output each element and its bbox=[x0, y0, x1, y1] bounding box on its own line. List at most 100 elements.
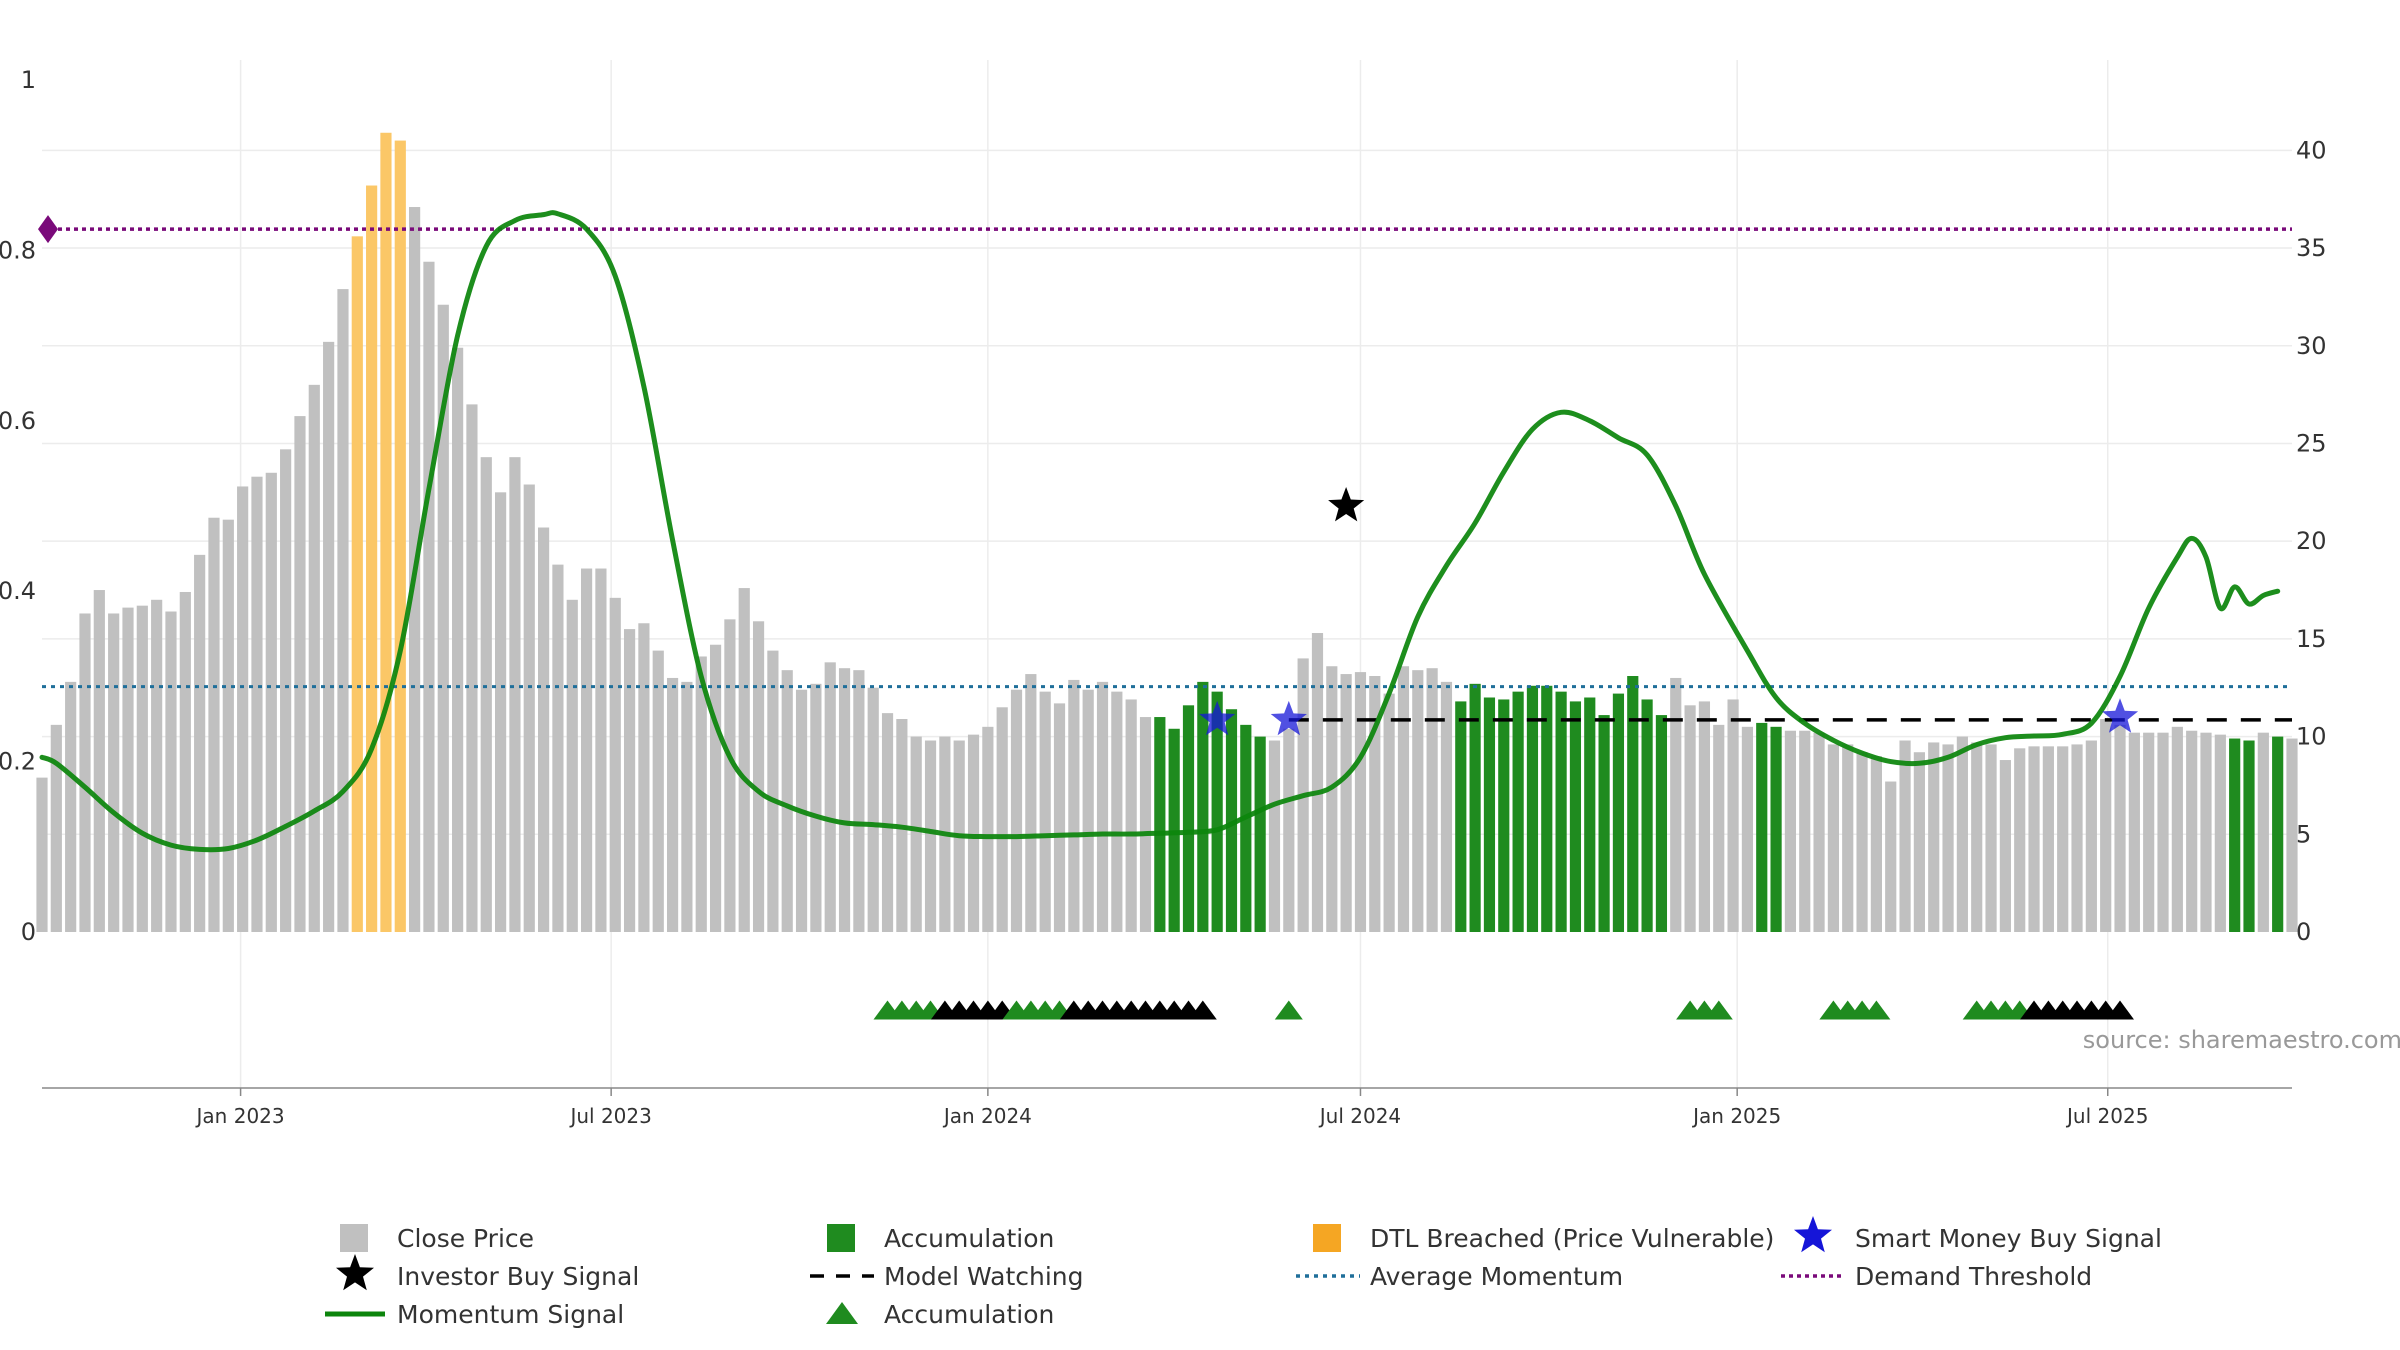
legend-label: Model Watching bbox=[884, 1262, 1084, 1291]
price-bar bbox=[523, 484, 535, 932]
price-bar bbox=[2229, 738, 2241, 932]
y-left-tick-label: 0.8 bbox=[0, 236, 36, 264]
price-bar bbox=[1326, 666, 1338, 932]
price-bar bbox=[1039, 691, 1051, 932]
price-bar bbox=[1240, 724, 1252, 932]
price-bar bbox=[480, 457, 492, 932]
price-bar bbox=[838, 668, 851, 932]
price-bar bbox=[294, 416, 306, 932]
price-bar bbox=[1412, 670, 1424, 932]
legend-label: Momentum Signal bbox=[397, 1300, 624, 1329]
y-left-tick-label: 1 bbox=[21, 66, 36, 94]
price-bar bbox=[79, 613, 91, 932]
price-bar bbox=[136, 605, 148, 932]
price-bar bbox=[967, 734, 980, 932]
price-bar bbox=[2286, 738, 2298, 932]
price-bar bbox=[1483, 697, 1496, 932]
legend-item-momentum: Momentum Signal bbox=[325, 1300, 624, 1329]
price-bar bbox=[695, 656, 707, 932]
legend-label: Accumulation bbox=[884, 1224, 1054, 1253]
signal-markers bbox=[1199, 487, 2139, 736]
legend-label: Investor Buy Signal bbox=[397, 1262, 639, 1291]
x-tick-label: Jul 2023 bbox=[568, 1104, 651, 1128]
price-bar bbox=[2157, 732, 2169, 932]
price-bar bbox=[652, 650, 664, 932]
price-bar bbox=[466, 404, 478, 932]
price-bar bbox=[1827, 744, 1839, 932]
price-bar bbox=[1455, 701, 1467, 932]
price-bar bbox=[581, 568, 593, 932]
price-bar bbox=[881, 713, 894, 932]
legend-label: Smart Money Buy Signal bbox=[1855, 1224, 2162, 1253]
price-bar bbox=[1612, 693, 1625, 932]
price-bar bbox=[1526, 685, 1539, 932]
legend-star-smart-money bbox=[1794, 1216, 1832, 1253]
y-left-tick-label: 0.4 bbox=[0, 577, 36, 605]
price-bar bbox=[151, 599, 163, 932]
signal-strip bbox=[873, 1000, 2134, 1020]
x-tick-label: Jan 2025 bbox=[1691, 1104, 1781, 1128]
price-bar bbox=[2114, 724, 2126, 932]
legend-item-demand: Demand Threshold bbox=[1781, 1262, 2092, 1291]
price-bar bbox=[1096, 681, 1109, 932]
price-bar bbox=[1311, 633, 1324, 932]
price-bar bbox=[222, 519, 234, 932]
price-bar bbox=[1082, 689, 1094, 932]
price-bar bbox=[1756, 722, 1768, 932]
momentum-signal-line bbox=[39, 210, 2281, 853]
price-bar bbox=[681, 681, 693, 932]
price-bar bbox=[1541, 685, 1553, 932]
price-bar bbox=[767, 650, 779, 932]
legend-swatch-accumulation bbox=[827, 1224, 855, 1252]
price-bar bbox=[924, 740, 937, 932]
y-right-tick-label: 5 bbox=[2296, 820, 2311, 848]
price-bar bbox=[2071, 744, 2083, 932]
price-bar bbox=[2143, 732, 2155, 932]
price-bar bbox=[1426, 668, 1438, 932]
price-bar bbox=[122, 607, 134, 932]
legend-item-investor: Investor Buy Signal bbox=[336, 1254, 639, 1291]
price-bar bbox=[609, 597, 621, 932]
price-bar bbox=[165, 611, 177, 932]
price-bar bbox=[867, 687, 879, 932]
price-bar bbox=[2028, 746, 2040, 932]
price-bar bbox=[1053, 703, 1066, 932]
price-bar bbox=[452, 347, 464, 933]
legend-label: Close Price bbox=[397, 1224, 534, 1253]
price-bar bbox=[1870, 756, 1882, 932]
legend-item-smart: Smart Money Buy Signal bbox=[1794, 1216, 2162, 1253]
price-bar bbox=[724, 619, 736, 932]
price-bar bbox=[538, 527, 550, 932]
price-bar bbox=[1182, 705, 1195, 932]
price-bar bbox=[752, 621, 765, 932]
price-bar bbox=[1139, 717, 1152, 932]
price-bar bbox=[1727, 699, 1739, 932]
price-bar bbox=[2171, 726, 2183, 932]
price-bar bbox=[1383, 693, 1395, 932]
price-bar bbox=[323, 341, 335, 933]
price-bar bbox=[1842, 744, 1854, 932]
price-bar bbox=[566, 599, 578, 932]
price-bar bbox=[2243, 740, 2255, 932]
price-bar bbox=[251, 476, 263, 932]
price-bar bbox=[337, 289, 349, 933]
price-bar bbox=[2272, 736, 2284, 932]
price-bar bbox=[1899, 740, 1911, 932]
legend-item-avgmom: Average Momentum bbox=[1296, 1262, 1623, 1291]
price-bar bbox=[2014, 748, 2026, 932]
price-bar bbox=[824, 662, 836, 932]
y-left-tick-label: 0.6 bbox=[0, 407, 36, 435]
price-bar bbox=[1956, 736, 1968, 932]
price-bar bbox=[1985, 744, 1997, 932]
price-bar bbox=[1569, 701, 1582, 932]
legend-star-investor bbox=[336, 1254, 374, 1291]
price-bar bbox=[1641, 699, 1653, 932]
price-bar bbox=[1698, 701, 1711, 932]
price-bar bbox=[623, 629, 636, 932]
price-bar bbox=[1627, 676, 1639, 932]
price-bar bbox=[595, 568, 607, 932]
price-bar bbox=[1999, 760, 2011, 932]
x-tick-label: Jul 2025 bbox=[2065, 1104, 2148, 1128]
price-bar bbox=[1397, 666, 1410, 932]
price-bar bbox=[1713, 724, 1725, 932]
